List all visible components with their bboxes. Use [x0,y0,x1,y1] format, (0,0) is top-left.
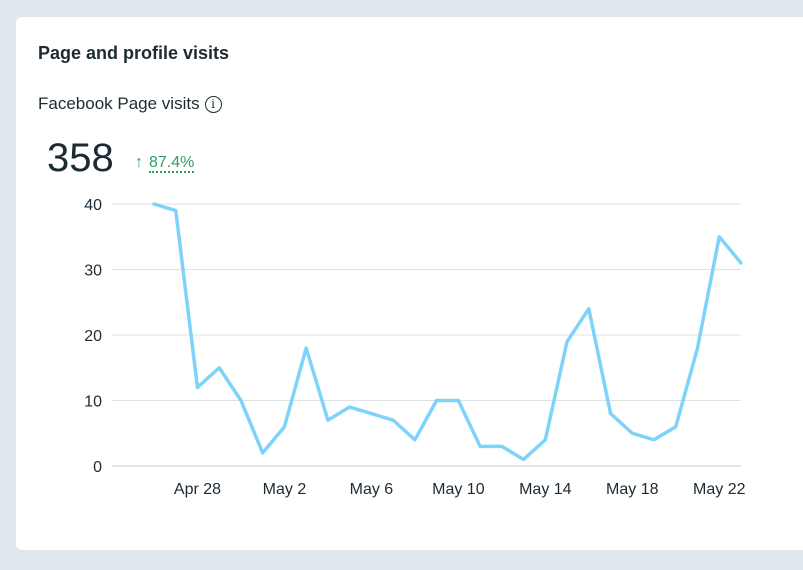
metric-label: Facebook Page visits [38,94,200,113]
x-tick-label: May 10 [432,481,485,498]
x-tick-label: May 2 [263,481,307,498]
x-tick-label: May 22 [693,481,746,498]
x-tick-label: Apr 28 [174,481,221,498]
y-tick-label: 10 [84,394,102,411]
info-icon[interactable]: i [204,95,222,113]
y-tick-label: 0 [93,459,102,476]
y-tick-label: 20 [84,328,102,345]
y-tick-label: 40 [84,197,102,214]
x-tick-label: May 18 [606,481,659,498]
metric-label-row: Facebook Page visits i [38,94,222,114]
series-line [152,202,743,462]
arrow-up-icon: ↑ [135,154,143,171]
total-visits: 358 [47,136,114,180]
change-percent[interactable]: 87.4% [149,154,195,173]
x-tick-label: May 14 [519,481,572,498]
card-title: Page and profile visits [38,43,230,63]
x-tick-label: May 6 [350,481,394,498]
y-tick-label: 30 [84,263,102,280]
change-indicator: ↑ 87.4% [135,154,195,173]
page-visits-card [16,17,803,550]
